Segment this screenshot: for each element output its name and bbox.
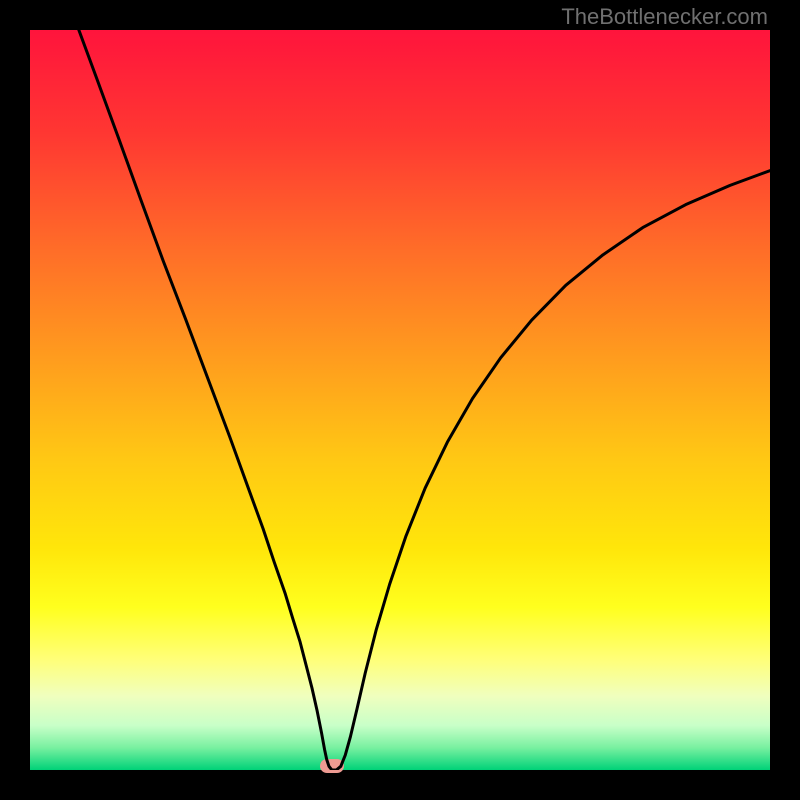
plot-area <box>30 30 770 770</box>
chart-frame: TheBottlenecker.com <box>0 0 800 800</box>
minimum-marker <box>320 759 344 773</box>
gradient-background <box>30 30 770 770</box>
watermark-text: TheBottlenecker.com <box>561 4 768 30</box>
